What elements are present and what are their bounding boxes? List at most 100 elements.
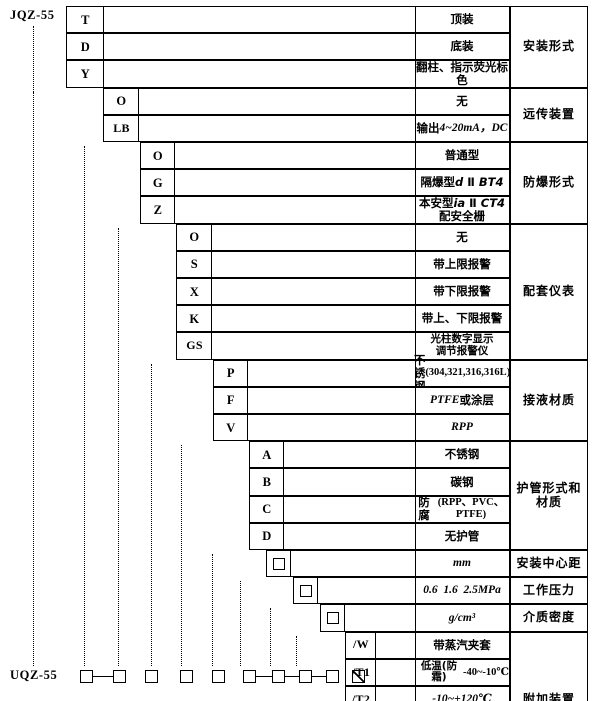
description-cell-9-1: 低温(防霜) -40~-10℃ — [414, 658, 510, 686]
description-cell-0-0: 顶装 — [414, 6, 510, 34]
leader-line-1 — [84, 146, 85, 666]
code-cell-0-1: D — [66, 33, 105, 61]
code-cell-9-0: /W — [345, 631, 377, 659]
connector-rail-9-1 — [375, 658, 416, 686]
code-cell-3-4: GS — [176, 332, 213, 360]
square-connector-5-6 — [256, 676, 272, 677]
connector-rail-3-1 — [211, 250, 416, 278]
bottom-square-9[interactable] — [326, 669, 339, 683]
leader-line-5 — [212, 554, 213, 666]
description-cell-2-2: 本安型ia Ⅱ CT4 配安全栅 — [414, 196, 510, 224]
leader-line-8 — [296, 635, 297, 666]
description-cell-3-4: 光柱数字显示 调节报警仪 — [414, 332, 510, 360]
connector-rail-5-1 — [283, 468, 416, 496]
description-cell-5-1: 碳钢 — [414, 468, 510, 496]
description-cell-9-0: 带蒸汽夹套 — [414, 631, 510, 659]
description-cell-8-0: g/cm³ — [414, 604, 510, 632]
leader-line-2 — [118, 227, 119, 666]
code-cell-5-3: D — [249, 522, 285, 550]
square-connector-6-7 — [285, 676, 299, 677]
connector-rail-4-2 — [247, 414, 416, 442]
code-cell-5-2: C — [249, 495, 285, 523]
model-tag-bottom: UQZ-55 — [10, 668, 58, 682]
code-cell-2-1: G — [140, 169, 176, 197]
connector-rail-1-1 — [138, 114, 416, 142]
bottom-square-6[interactable] — [243, 669, 256, 683]
description-cell-9-2: -10~+120℃ — [414, 686, 510, 701]
description-cell-3-1: 带上限报警 — [414, 250, 510, 278]
code-cell-0-2: Y — [66, 60, 105, 88]
description-cell-3-3: 带上、下限报警 — [414, 305, 510, 333]
description-cell-7-0: 0.6 1.6 2.5MPa — [414, 577, 510, 605]
code-cell-1-1: LB — [103, 114, 140, 142]
leader-line-3 — [151, 363, 152, 666]
description-cell-1-0: 无 — [414, 87, 510, 115]
bottom-square-4[interactable] — [180, 669, 193, 683]
group-label-0: 安装形式 — [510, 6, 588, 88]
group-label-5: 护管形式和材质 — [510, 441, 588, 550]
description-cell-4-0: 不锈钢 (304,321,316,316L) — [413, 352, 511, 393]
code-cell-7-0 — [293, 577, 319, 605]
bottom-square-2[interactable] — [113, 669, 126, 683]
description-cell-4-2: RPP — [414, 414, 510, 442]
group-label-2: 防爆形式 — [510, 142, 588, 224]
group-label-1: 远传装置 — [510, 87, 588, 142]
code-cell-8-0 — [320, 604, 346, 632]
group-label-4: 接液材质 — [510, 359, 588, 442]
connector-rail-6-0 — [290, 550, 416, 578]
square-connector-0-1 — [93, 676, 113, 677]
connector-rail-1-0 — [138, 87, 416, 115]
code-cell-9-2: /T2 — [345, 686, 377, 701]
bottom-square-7[interactable] — [272, 669, 285, 683]
code-cell-4-0: P — [213, 359, 249, 387]
group-label-6: 安装中心距 — [510, 550, 588, 578]
bottom-square-8[interactable] — [299, 669, 312, 683]
code-cell-0-0: T — [66, 6, 105, 34]
code-cell-2-2: Z — [140, 196, 176, 224]
connector-rail-3-4 — [211, 332, 416, 360]
connector-rail-2-0 — [174, 142, 416, 170]
connector-rail-0-2 — [103, 60, 416, 88]
code-cell-2-0: O — [140, 142, 176, 170]
bottom-square-3[interactable] — [145, 669, 158, 683]
description-cell-3-0: 无 — [414, 223, 510, 251]
code-cell-4-1: F — [213, 386, 249, 414]
description-cell-4-1: PTFE 或涂层 — [414, 386, 510, 414]
code-cell-3-0: O — [176, 223, 213, 251]
description-cell-0-1: 底装 — [414, 33, 510, 61]
group-label-3: 配套仪表 — [510, 223, 588, 360]
bottom-square-1[interactable] — [80, 669, 93, 683]
connector-rail-5-2 — [283, 495, 416, 523]
square-connector-7-8 — [312, 676, 326, 677]
leader-line-7 — [270, 608, 271, 666]
description-cell-1-1: 输出 4~20mA，DC — [414, 114, 510, 142]
connector-rail-9-0 — [375, 631, 416, 659]
description-cell-6-0: mm — [414, 550, 510, 578]
connector-rail-0-1 — [103, 33, 416, 61]
leader-line-4 — [181, 445, 182, 666]
connector-rail-2-2 — [174, 196, 416, 224]
code-cell-3-1: S — [176, 250, 213, 278]
description-cell-2-1: 隔爆型d Ⅱ BT4 — [414, 169, 510, 197]
code-cell-1-0: O — [103, 87, 140, 115]
leader-line-0 — [33, 91, 34, 666]
connector-rail-9-2 — [375, 686, 416, 701]
code-cell-5-1: B — [249, 468, 285, 496]
connector-rail-4-0 — [247, 359, 416, 387]
connector-rail-4-1 — [247, 386, 416, 414]
group-label-9: 附加装置 — [510, 631, 588, 701]
description-cell-0-2: 翻柱、指示荧光标色 — [414, 60, 510, 88]
connector-rail-0-0 — [103, 6, 416, 34]
code-cell-6-0 — [266, 550, 292, 578]
connector-rail-7-0 — [317, 577, 416, 605]
connector-rail-3-2 — [211, 278, 416, 306]
bottom-square-10[interactable] — [352, 669, 365, 683]
code-cell-5-0: A — [249, 441, 285, 469]
description-cell-5-3: 无护管 — [414, 522, 510, 550]
bottom-square-5[interactable] — [212, 669, 225, 683]
group-label-7: 工作压力 — [510, 577, 588, 605]
model-tag-top: JQZ-55 — [10, 8, 55, 22]
connector-rail-5-0 — [283, 441, 416, 469]
connector-rail-2-1 — [174, 169, 416, 197]
